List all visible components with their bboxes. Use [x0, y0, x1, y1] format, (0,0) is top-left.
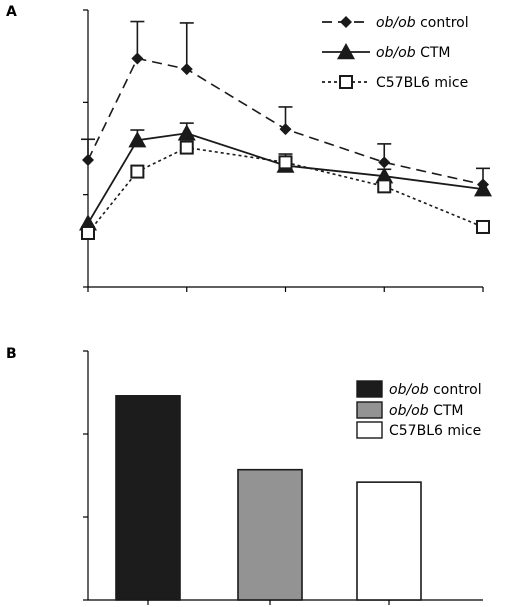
- bar: [356, 481, 422, 601]
- legend-label: ob/ob CTM: [376, 45, 450, 61]
- data-point: [377, 179, 392, 194]
- legend-label-text-part: control: [429, 382, 482, 398]
- data-point: [278, 155, 293, 170]
- legend-label: ob/ob CTM: [389, 403, 463, 419]
- legend-label-text-part: C57BL6 mice: [389, 423, 481, 439]
- legend-label-text-part: C57BL6 mice: [376, 75, 468, 91]
- legend-label-italic-part: ob/ob: [389, 403, 429, 419]
- data-point: [82, 154, 94, 167]
- legend-label: C57BL6 mice: [376, 75, 468, 91]
- data-point: [128, 131, 147, 148]
- legend-label-italic-part: ob/ob: [376, 15, 416, 31]
- legend-label: ob/ob control: [376, 15, 469, 31]
- data-point: [375, 167, 394, 184]
- data-point: [179, 140, 194, 155]
- data-point: [180, 63, 193, 76]
- legend-swatch: [356, 421, 383, 439]
- data-point: [279, 123, 292, 136]
- legend-label-text-part: CTM: [416, 45, 451, 61]
- data-point: [476, 219, 490, 234]
- data-point: [177, 124, 196, 141]
- legend-marker: [340, 16, 352, 28]
- legend-swatch: [356, 401, 383, 419]
- series-line: [87, 132, 484, 224]
- panel-b-label: B: [6, 346, 17, 362]
- data-point: [131, 52, 144, 65]
- data-point: [378, 156, 391, 169]
- series-line: [87, 57, 484, 186]
- legend-marker: [339, 75, 353, 89]
- legend-label: ob/ob control: [389, 382, 482, 398]
- data-point: [81, 225, 95, 240]
- legend-swatch: [356, 380, 383, 398]
- legend-label-italic-part: ob/ob: [376, 45, 416, 61]
- legend-label-text-part: CTM: [429, 403, 464, 419]
- legend-marker: [337, 43, 355, 60]
- bar: [115, 395, 181, 601]
- panel-a-label: A: [6, 4, 17, 20]
- data-point: [474, 180, 492, 197]
- data-point: [130, 164, 145, 179]
- legend-label-text-part: control: [416, 15, 469, 31]
- legend-label: C57BL6 mice: [389, 423, 481, 439]
- legend-label-italic-part: ob/ob: [389, 382, 429, 398]
- bar: [237, 468, 303, 601]
